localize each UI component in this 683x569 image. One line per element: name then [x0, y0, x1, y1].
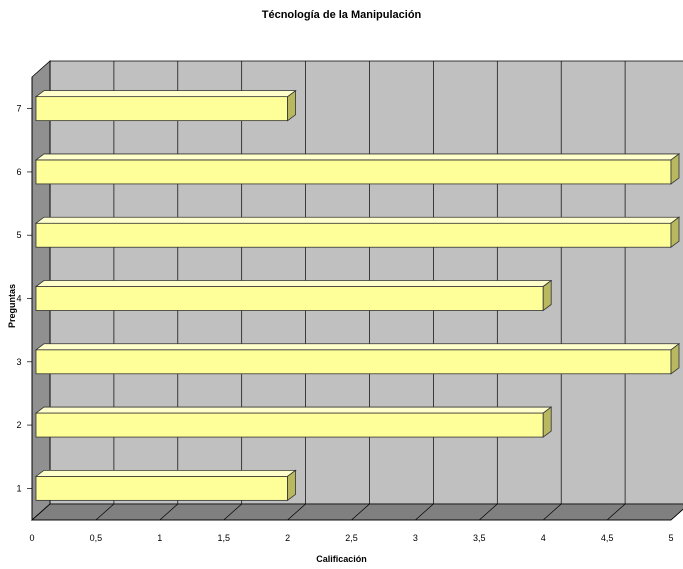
floor-gridline — [95, 503, 115, 521]
x-tick-label: 1 — [157, 533, 162, 543]
x-tick-label: 4,5 — [601, 533, 614, 543]
chart-title: Técnología de la Manipulación — [261, 9, 422, 21]
x-tick-label: 4 — [541, 533, 546, 543]
x-tick-label: 0,5 — [90, 533, 103, 543]
bar — [35, 475, 289, 501]
x-tick-label: 0 — [29, 533, 34, 543]
floor — [30, 503, 683, 521]
floor-gridline — [415, 503, 434, 521]
floor-gridline — [31, 503, 51, 521]
y-tick-label: 3 — [16, 357, 21, 367]
floor-gridline — [159, 503, 179, 521]
x-tick-label: 5 — [668, 533, 673, 543]
bar-side — [670, 153, 680, 185]
x-tick-label: 3 — [413, 533, 418, 543]
x-tick-label: 2,5 — [345, 533, 358, 543]
y-tick-label: 7 — [16, 104, 21, 114]
bar-side — [542, 406, 552, 438]
bar — [35, 96, 289, 122]
bar-side — [287, 469, 297, 502]
floor-gridline — [287, 503, 306, 521]
bar-top — [34, 153, 681, 161]
bar — [35, 222, 672, 248]
bar — [35, 286, 544, 311]
y-tick-label: 6 — [16, 167, 21, 177]
y-tick-label: 4 — [16, 294, 21, 304]
y-tick-label: 1 — [16, 483, 21, 493]
floor-gridline — [479, 503, 498, 521]
bar-top — [34, 343, 681, 351]
bar-top — [34, 216, 681, 224]
x-tick-label: 3,5 — [473, 533, 486, 543]
x-tick-label: 2 — [285, 533, 290, 543]
bar-side — [542, 279, 552, 312]
bar — [35, 349, 672, 375]
y-tick-label: 5 — [16, 230, 21, 240]
bar-side — [670, 342, 680, 375]
bar-top — [34, 406, 553, 414]
x-tick-label: 1,5 — [217, 533, 230, 543]
floor-gridline — [223, 503, 242, 521]
floor-gridline — [670, 508, 683, 521]
bar-top — [34, 469, 297, 477]
floor-gridline — [351, 503, 370, 521]
bar-top — [34, 90, 297, 98]
x-axis-label: Calificación — [316, 554, 367, 564]
bar-top — [34, 280, 553, 287]
floor-gridline — [542, 503, 562, 521]
bar-side — [287, 89, 297, 122]
y-tick-label: 2 — [16, 420, 21, 430]
floor-gridline — [606, 503, 626, 521]
bar — [35, 159, 672, 185]
bar — [35, 412, 544, 438]
y-axis-label: Preguntas — [7, 284, 17, 329]
bar-side — [670, 216, 680, 249]
